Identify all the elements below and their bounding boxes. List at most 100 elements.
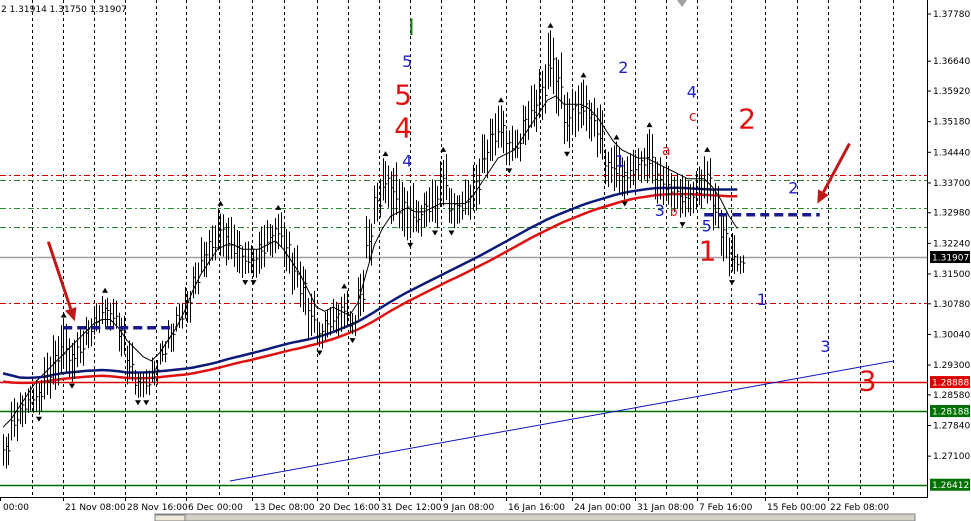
price-tick-label: 1.33700 bbox=[933, 179, 970, 189]
time-tick-label: 7 Feb 16:00 bbox=[699, 503, 753, 513]
price-tag bbox=[930, 478, 970, 491]
wave-label: 2 bbox=[618, 58, 628, 77]
fractal-up-marker bbox=[704, 146, 711, 152]
price-tick-label: 1.30040 bbox=[933, 330, 970, 340]
price-bars bbox=[3, 30, 746, 469]
annotation-arrow bbox=[46, 241, 73, 310]
wave-label: 1 bbox=[757, 290, 767, 309]
fractal-down-marker bbox=[432, 230, 438, 236]
price-tick-label: 1.36640 bbox=[933, 57, 970, 67]
fractal-down-marker bbox=[250, 280, 257, 286]
fractal-up-marker bbox=[646, 122, 653, 128]
wave-label: 3 bbox=[820, 337, 830, 356]
fractal-up-marker bbox=[60, 312, 67, 318]
fractal-down-marker bbox=[69, 383, 75, 389]
price-tick-label: 1.32240 bbox=[933, 239, 970, 249]
fractal-up-marker bbox=[382, 151, 389, 157]
fractal-up-marker bbox=[613, 134, 620, 140]
price-tag-label: 1.28188 bbox=[932, 408, 969, 418]
fractal-down-marker bbox=[506, 168, 513, 174]
price-tag bbox=[930, 405, 970, 418]
wave-label: 2 bbox=[788, 178, 798, 197]
price-tick-label: 1.35920 bbox=[933, 87, 970, 97]
fractal-markers bbox=[36, 22, 735, 422]
price-axis: 1.37780 1.36640 1.35920 1.35180 1.34440 1.337… bbox=[927, 10, 970, 462]
time-tick-label: 24 Jan 00:00 bbox=[574, 503, 631, 513]
fractal-up-marker bbox=[341, 283, 348, 289]
fractal-down-marker bbox=[448, 230, 455, 236]
fractal-down-marker bbox=[407, 242, 414, 248]
wave-label: 1 bbox=[699, 235, 717, 268]
time-tick-label: 31 Jan 08:00 bbox=[637, 503, 694, 513]
moving-average-line bbox=[2, 192, 738, 385]
wave-label: 4 bbox=[687, 83, 697, 102]
arrows bbox=[46, 142, 851, 322]
fractal-down-marker bbox=[143, 400, 150, 406]
scrollbar-thumb[interactable] bbox=[154, 514, 186, 521]
time-axis: 00:00 21 Nov 08:00 28 Nov 16:00 6 Dec 00:00… bbox=[0, 497, 889, 513]
price-tick-label: 1.29300 bbox=[933, 361, 970, 371]
price-tick-label: 1.27100 bbox=[933, 452, 970, 462]
price-tick-label: 1.32980 bbox=[933, 209, 970, 219]
wave-label: 1 bbox=[615, 151, 625, 170]
wave-label: 4 bbox=[394, 111, 412, 144]
wave-label: 4 bbox=[402, 151, 412, 170]
price-tick-label: 1.31500 bbox=[933, 270, 970, 280]
chart-shift-marker[interactable] bbox=[677, 0, 687, 7]
time-tick-label: 22 Feb 08:00 bbox=[830, 503, 889, 513]
price-tags: 1.31907 1.28888 1.28188 1.26412 bbox=[930, 251, 970, 491]
wave-label: c bbox=[689, 109, 697, 125]
trendline bbox=[229, 360, 895, 482]
price-tag-label: 1.26412 bbox=[932, 481, 969, 491]
fractal-up-marker bbox=[580, 72, 587, 78]
fractal-down-marker bbox=[564, 151, 570, 157]
fractal-down-marker bbox=[242, 280, 249, 286]
price-tick-label: 1.27840 bbox=[933, 422, 970, 432]
dashed-levels bbox=[63, 213, 820, 330]
fractal-down-marker bbox=[135, 400, 141, 406]
time-tick-label: 13 Dec 08:00 bbox=[254, 503, 315, 513]
price-tag-label: 1.28888 bbox=[932, 379, 969, 389]
fractal-down-marker bbox=[316, 350, 323, 356]
fractal-down-marker bbox=[679, 222, 686, 228]
fractal-down-marker bbox=[349, 338, 356, 344]
annotation-arrowhead bbox=[64, 306, 77, 322]
time-tick-label: 20 Dec 16:00 bbox=[319, 503, 380, 513]
scrollbar-track[interactable] bbox=[154, 513, 916, 521]
annotation-arrowhead bbox=[817, 189, 829, 204]
time-tick-label: 31 Dec 12:00 bbox=[381, 503, 442, 513]
fractal-up-marker bbox=[547, 22, 554, 28]
time-tick-label: 6 Dec 00:00 bbox=[188, 503, 243, 513]
grid-layer bbox=[32, 0, 894, 497]
fractal-up-marker bbox=[217, 200, 224, 206]
wave-label: I bbox=[408, 16, 415, 41]
moving-averages bbox=[2, 95, 738, 428]
wave-label: b bbox=[670, 205, 678, 219]
time-tick-label: 21 Nov 08:00 bbox=[65, 503, 126, 513]
price-tick-label: 1.37780 bbox=[933, 10, 970, 20]
price-tick-label: 1.34440 bbox=[933, 148, 970, 158]
time-tick-label: 9 Jan 08:00 bbox=[443, 503, 495, 513]
annotation-arrow bbox=[822, 142, 851, 193]
fractal-down-marker bbox=[729, 280, 735, 286]
moving-average-line bbox=[2, 186, 738, 380]
fractal-up-marker bbox=[498, 97, 504, 103]
wave-label: a bbox=[662, 143, 671, 159]
time-tick-label: 16 Jan 16:00 bbox=[508, 503, 565, 513]
trendline-layer bbox=[229, 360, 895, 482]
fractal-down-marker bbox=[36, 416, 42, 422]
fractal-down-marker bbox=[621, 201, 628, 207]
wave-label: 2 bbox=[738, 102, 756, 135]
fractal-up-marker bbox=[440, 146, 447, 152]
time-tick-label: 28 Nov 16:00 bbox=[127, 503, 188, 513]
wave-label: 5 bbox=[394, 78, 412, 111]
wave-label: 5 bbox=[402, 52, 412, 71]
price-tick-label: 1.30780 bbox=[933, 300, 970, 310]
price-tag-label: 1.31907 bbox=[932, 254, 969, 264]
price-tick-label: 1.35180 bbox=[933, 118, 970, 128]
time-tick-label: 00:00 bbox=[3, 503, 29, 513]
price-tag bbox=[930, 376, 970, 389]
price-tick-label: 1.28580 bbox=[933, 391, 970, 401]
